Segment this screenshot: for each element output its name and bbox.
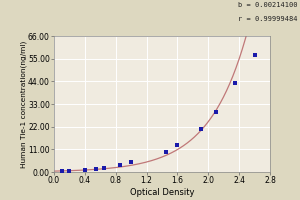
Point (198, 127, 203, 130)
Point (94, 168, 99, 171)
Point (252, 53, 257, 56)
Point (129, 160, 134, 163)
Point (164, 151, 168, 154)
Y-axis label: Human Tie-1 concentration(ng/ml): Human Tie-1 concentration(ng/ml) (20, 40, 27, 168)
Point (214, 111, 218, 114)
Point (59, 170, 64, 173)
Point (67, 169, 72, 173)
Text: b = 0.00214100: b = 0.00214100 (238, 2, 297, 8)
Point (175, 144, 180, 147)
Point (82, 169, 87, 172)
Point (117, 164, 122, 167)
X-axis label: Optical Density: Optical Density (130, 188, 194, 197)
Point (233, 82, 238, 85)
Point (102, 166, 106, 169)
Text: r = 0.99999484: r = 0.99999484 (238, 16, 297, 22)
